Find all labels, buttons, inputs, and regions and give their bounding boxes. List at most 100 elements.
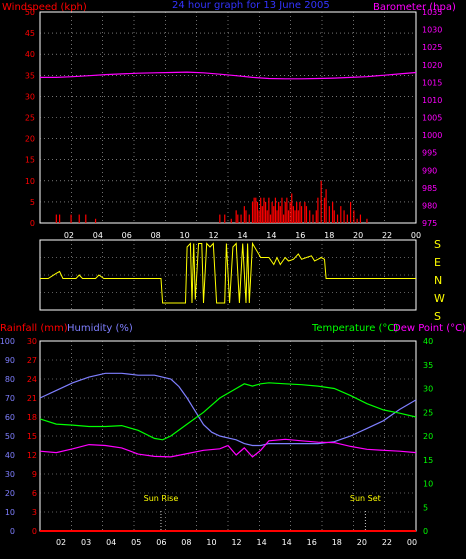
bottom-x-tick-label: 14 [257,538,267,547]
rainfall-tick-label: 12 [27,451,37,460]
rainfall-tick-label: 30 [27,337,37,346]
bottom-x-tick-label: 06 [156,538,166,547]
windspeed-tick-label: 10 [25,177,35,186]
top-x-tick-label: 14 [266,231,276,240]
top-x-tick-label: 10 [180,231,190,240]
temperature-tick-label: 10 [423,480,433,489]
humidity-tick-label: 40 [5,451,15,460]
rainfall-tick-label: 6 [32,489,37,498]
humidity-temperature-chart: 0102030405060708090100036912151821242730… [0,337,433,547]
sun-event-label: Sun Rise [144,494,179,503]
top-x-tick-label: 08 [151,231,161,240]
temperature-tick-label: 15 [423,456,433,465]
temperature-tick-label: 30 [423,385,433,394]
direction-letter-w: W [434,292,445,305]
wind-direction-line [40,241,416,304]
barometer-tick-label: 975 [422,219,437,228]
top-x-tick-label: 06 [122,231,132,240]
bottom-x-tick-label: 02 [56,538,66,547]
bottom-x-tick-label: 12 [231,538,241,547]
bottom-x-tick-label: 20 [357,538,367,547]
barometer-tick-label: 1025 [422,43,442,52]
rainfall-tick-label: 9 [32,470,37,479]
temperature-tick-label: 0 [423,527,428,536]
temperature-tick-label: 5 [423,503,428,512]
windspeed-tick-label: 15 [25,156,35,165]
humidity-tick-label: 70 [5,394,15,403]
barometer-tick-label: 995 [422,149,437,158]
temperature-tick-label: 40 [423,337,433,346]
rainfall-tick-label: 24 [27,375,37,384]
windspeed-tick-label: 30 [25,92,35,101]
rainfall-tick-label: 15 [27,432,37,441]
top-x-tick-label: 18 [324,231,334,240]
top-x-tick-label: 16 [295,231,305,240]
chart-title: 24 hour graph for 13 June 2005 [172,0,330,11]
humidity-tick-label: 90 [5,356,15,365]
temperature-tick-label: 25 [423,408,433,417]
top-x-tick-label: 22 [382,231,392,240]
humidity-tick-label: 10 [5,508,15,517]
bottom-x-tick-label: 03 [81,538,91,547]
rainfall-tick-label: 3 [32,508,37,517]
rainfall-axis-title: Rainfall (mm) [0,323,68,334]
windspeed-tick-label: 35 [25,71,35,80]
bottom-x-tick-label: 05 [131,538,141,547]
windspeed-tick-label: 40 [25,50,35,59]
rainfall-tick-label: 27 [27,356,37,365]
wind-direction-chart [39,239,417,311]
barometer-tick-label: 980 [422,201,437,210]
barometer-tick-label: 985 [422,184,437,193]
rainfall-tick-label: 0 [32,527,37,536]
bottom-x-tick-label: 18 [332,538,342,547]
bottom-x-tick-label: 22 [382,538,392,547]
dewpoint-line [39,438,417,458]
top-x-tick-label: 02 [64,231,74,240]
windspeed-tick-label: 45 [25,29,35,38]
top-x-tick-label: 20 [353,231,363,240]
bottom-x-tick-label: 04 [106,538,116,547]
bottom-x-tick-label: 08 [181,538,191,547]
windspeed-barometer-chart: 0510152025303540455097598098599099510001… [25,8,443,240]
windspeed-tick-label: 5 [30,198,35,207]
windspeed-axis-title: Windspeed (kph) [2,2,87,13]
top-x-tick-label: 00 [411,231,421,240]
bottom-x-tick-label: 16 [307,538,317,547]
humidity-tick-label: 60 [5,413,15,422]
direction-letter-s-top: S [434,238,441,251]
bottom-x-tick-label: 10 [206,538,216,547]
sun-event-label: Sun Set [350,494,381,503]
direction-letter-s-bottom: S [434,310,441,323]
dewpoint-axis-title: Dew Point (°C) [393,323,466,334]
barometer-tick-label: 1020 [422,61,442,70]
humidity-line [39,372,417,447]
barometer-tick-label: 1015 [422,78,442,87]
windspeed-tick-label: 25 [25,114,35,123]
humidity-tick-label: 0 [10,527,15,536]
bottom-x-tick-label: 00 [407,538,417,547]
rainfall-tick-label: 21 [27,394,37,403]
rainfall-tick-label: 18 [27,413,37,422]
direction-letter-n: N [434,274,442,287]
temperature-tick-label: 20 [423,432,433,441]
top-x-tick-label: 12 [208,231,218,240]
humidity-axis-title: Humidity (%) [67,323,133,334]
humidity-tick-label: 50 [5,432,15,441]
barometer-tick-label: 1010 [422,96,442,105]
barometer-tick-label: 1000 [422,131,442,140]
humidity-tick-label: 80 [5,375,15,384]
temperature-line [39,382,417,441]
temperature-axis-title: Temperature (°C) [311,323,398,334]
bottom-x-tick-label: 14 [282,538,292,547]
barometer-tick-label: 990 [422,166,437,175]
barometer-tick-label: 1035 [422,8,442,17]
windspeed-tick-label: 20 [25,135,35,144]
temperature-tick-label: 35 [423,361,433,370]
top-x-tick-label: 14 [237,231,247,240]
windspeed-tick-label: 0 [30,219,35,228]
windspeed-tick-label: 50 [25,8,35,17]
barometer-line [40,71,417,80]
barometer-tick-label: 1005 [422,114,442,123]
